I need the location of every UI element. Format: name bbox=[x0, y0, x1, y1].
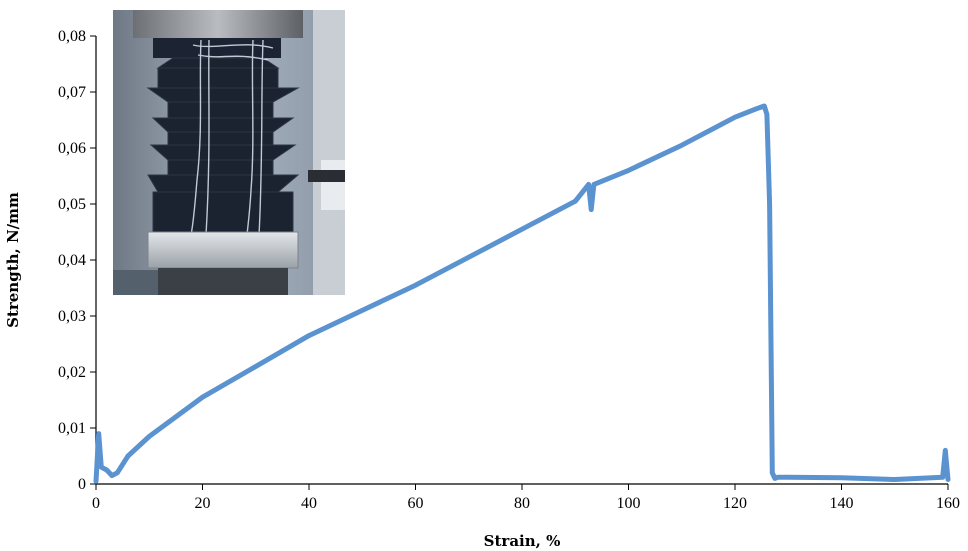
x-tick-label: 120 bbox=[723, 495, 747, 512]
x-tick-label: 100 bbox=[617, 495, 641, 512]
y-axis-title: Strength, N/mm bbox=[4, 192, 22, 328]
y-tick-label: 0,06 bbox=[58, 140, 86, 157]
x-tick-label: 140 bbox=[830, 495, 854, 512]
bellows bbox=[146, 57, 300, 233]
x-tick-label: 0 bbox=[92, 495, 100, 512]
film-strands bbox=[190, 39, 274, 236]
y-tick-label: 0,04 bbox=[58, 252, 86, 269]
x-tick-label: 20 bbox=[195, 495, 211, 512]
y-tick-label: 0,07 bbox=[58, 84, 86, 101]
series-layer bbox=[93, 103, 951, 484]
series-line-0 bbox=[93, 103, 951, 484]
x-tick-label: 160 bbox=[936, 495, 960, 512]
y-tick-label: 0,08 bbox=[58, 28, 86, 45]
y-tick-label: 0,05 bbox=[58, 196, 86, 213]
x-axis-title: Strain, % bbox=[484, 532, 561, 550]
tensile-test-image bbox=[113, 10, 345, 295]
x-tick-label: 80 bbox=[514, 495, 530, 512]
y-ticks: 0 0,01 0,02 0,03 0,04 0,05 0,06 0,07 0,08 bbox=[58, 28, 96, 493]
y-tick-label: 0,01 bbox=[58, 420, 86, 437]
x-tick-label: 60 bbox=[408, 495, 424, 512]
y-tick-label: 0,02 bbox=[58, 364, 86, 381]
y-tick-label: 0,03 bbox=[58, 308, 86, 325]
y-tick-label: 0 bbox=[78, 476, 86, 493]
x-tick-label: 40 bbox=[301, 495, 317, 512]
inset-photo bbox=[113, 10, 345, 295]
x-ticks: 0 20 40 60 80 100 120 140 160 bbox=[92, 484, 960, 512]
